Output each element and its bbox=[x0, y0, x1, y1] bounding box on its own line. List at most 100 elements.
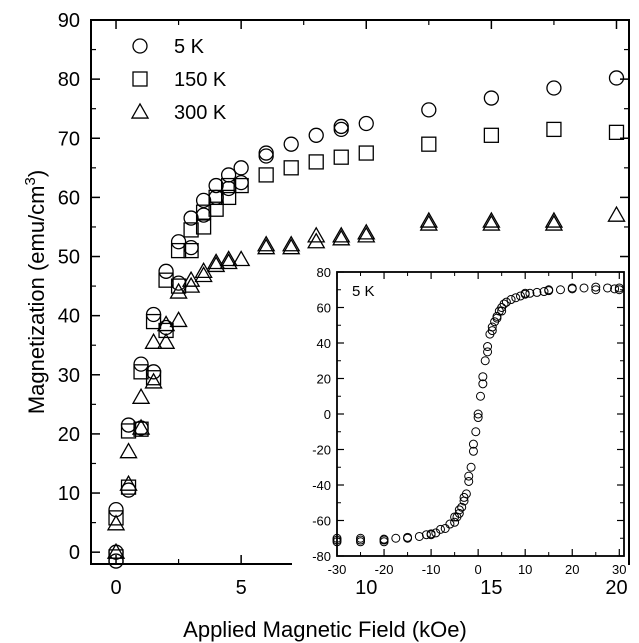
inset-data-point bbox=[450, 517, 460, 527]
data-point bbox=[358, 145, 374, 161]
inset-data-point bbox=[567, 283, 577, 293]
inset-data-point bbox=[591, 282, 601, 292]
data-point bbox=[145, 313, 162, 330]
data-point bbox=[419, 211, 438, 228]
inset-data-point bbox=[506, 295, 516, 305]
y-tick-label: 50 bbox=[58, 247, 80, 269]
data-point bbox=[258, 167, 274, 183]
data-point bbox=[421, 102, 437, 118]
inset-data-point bbox=[468, 446, 478, 456]
data-point bbox=[608, 124, 625, 140]
data-point bbox=[333, 149, 349, 165]
inset-data-point bbox=[483, 347, 493, 357]
data-point bbox=[258, 148, 274, 164]
inset-data-point bbox=[450, 512, 460, 522]
inset-data-point bbox=[487, 326, 497, 336]
y-tick-label: 30 bbox=[58, 365, 80, 387]
inset-data-point bbox=[480, 356, 490, 366]
inset-y-tick-label: 80 bbox=[317, 265, 331, 280]
data-point bbox=[544, 214, 564, 231]
inset-data-point bbox=[476, 391, 485, 401]
data-point bbox=[608, 70, 625, 86]
inset-plot: -30 -20 -10 0 10 20 30 -80 -60 -40 -20 0 20 40 60 80 5 K bbox=[292, 264, 628, 580]
data-point bbox=[332, 226, 351, 243]
data-point bbox=[120, 423, 137, 439]
data-point bbox=[169, 311, 188, 328]
inset-data-point bbox=[515, 291, 525, 301]
inset-data-point bbox=[445, 519, 455, 529]
inset-data-point bbox=[414, 531, 424, 541]
inset-data-point bbox=[520, 288, 530, 298]
data-point bbox=[158, 272, 174, 288]
data-point bbox=[119, 474, 138, 491]
data-point bbox=[183, 210, 199, 226]
inset-data-point bbox=[459, 492, 469, 502]
data-point bbox=[183, 222, 199, 238]
inset-data-point bbox=[332, 533, 342, 543]
inset-data-point bbox=[492, 313, 502, 323]
data-point bbox=[106, 542, 126, 559]
y-tick-label: 60 bbox=[58, 187, 80, 209]
data-point bbox=[358, 115, 374, 132]
data-point bbox=[546, 121, 562, 138]
data-point bbox=[169, 282, 188, 299]
data-point bbox=[483, 127, 500, 143]
inset-y-tick-label: 40 bbox=[317, 336, 331, 351]
data-point bbox=[208, 177, 224, 194]
inset-data-point bbox=[466, 462, 476, 472]
data-point bbox=[282, 235, 301, 252]
data-point bbox=[546, 80, 562, 96]
inset-data-point bbox=[591, 285, 601, 295]
inset-y-tick-label: -20 bbox=[312, 443, 331, 458]
inset-data-point bbox=[464, 471, 474, 481]
inset-data-point bbox=[332, 537, 342, 547]
y-tick-label: 0 bbox=[69, 542, 80, 564]
data-point bbox=[307, 232, 326, 249]
data-point bbox=[357, 226, 376, 243]
inset-background bbox=[292, 264, 628, 580]
legend-label: 300 K bbox=[174, 102, 227, 124]
y-tick-label: 40 bbox=[58, 306, 80, 328]
data-point bbox=[607, 205, 626, 222]
inset-annotation: 5 K bbox=[352, 283, 375, 300]
inset-data-point bbox=[379, 534, 389, 544]
legend-marker bbox=[132, 38, 148, 54]
data-point bbox=[156, 315, 176, 332]
data-point bbox=[357, 223, 376, 240]
data-point bbox=[133, 356, 149, 372]
inset-data-point bbox=[471, 427, 481, 437]
inset-data-point bbox=[501, 297, 511, 307]
data-point bbox=[133, 421, 149, 437]
data-point bbox=[258, 145, 274, 161]
inset-data-point bbox=[483, 342, 493, 352]
data-point bbox=[181, 270, 201, 287]
y-tick-label: 90 bbox=[58, 10, 80, 32]
data-point bbox=[120, 479, 137, 495]
data-point bbox=[131, 387, 151, 404]
inset-data-point bbox=[487, 322, 497, 332]
inset-data-point bbox=[436, 524, 446, 534]
inset-x-tick-label: -10 bbox=[422, 562, 441, 577]
data-point bbox=[220, 177, 237, 194]
data-point bbox=[419, 214, 438, 231]
inset-y-tick-label: 0 bbox=[324, 407, 331, 422]
inset-x-tick-label: 20 bbox=[565, 562, 579, 577]
x-tick-label: 0 bbox=[110, 577, 121, 599]
inset-data-point bbox=[555, 285, 565, 295]
inset-x-tick-label: -20 bbox=[375, 562, 394, 577]
data-point bbox=[194, 266, 213, 283]
data-point bbox=[231, 250, 251, 267]
inset-data-point bbox=[603, 283, 613, 293]
x-tick-label: 5 bbox=[236, 577, 247, 599]
data-point bbox=[482, 211, 501, 228]
inset-data-point bbox=[356, 533, 366, 543]
data-point bbox=[233, 177, 249, 194]
inset-y-tick-label: -80 bbox=[312, 549, 331, 564]
data-point bbox=[119, 442, 138, 459]
data-point bbox=[483, 90, 500, 106]
inset-data-point bbox=[391, 533, 401, 543]
data-point bbox=[333, 121, 349, 138]
inset-data-point bbox=[511, 293, 521, 303]
